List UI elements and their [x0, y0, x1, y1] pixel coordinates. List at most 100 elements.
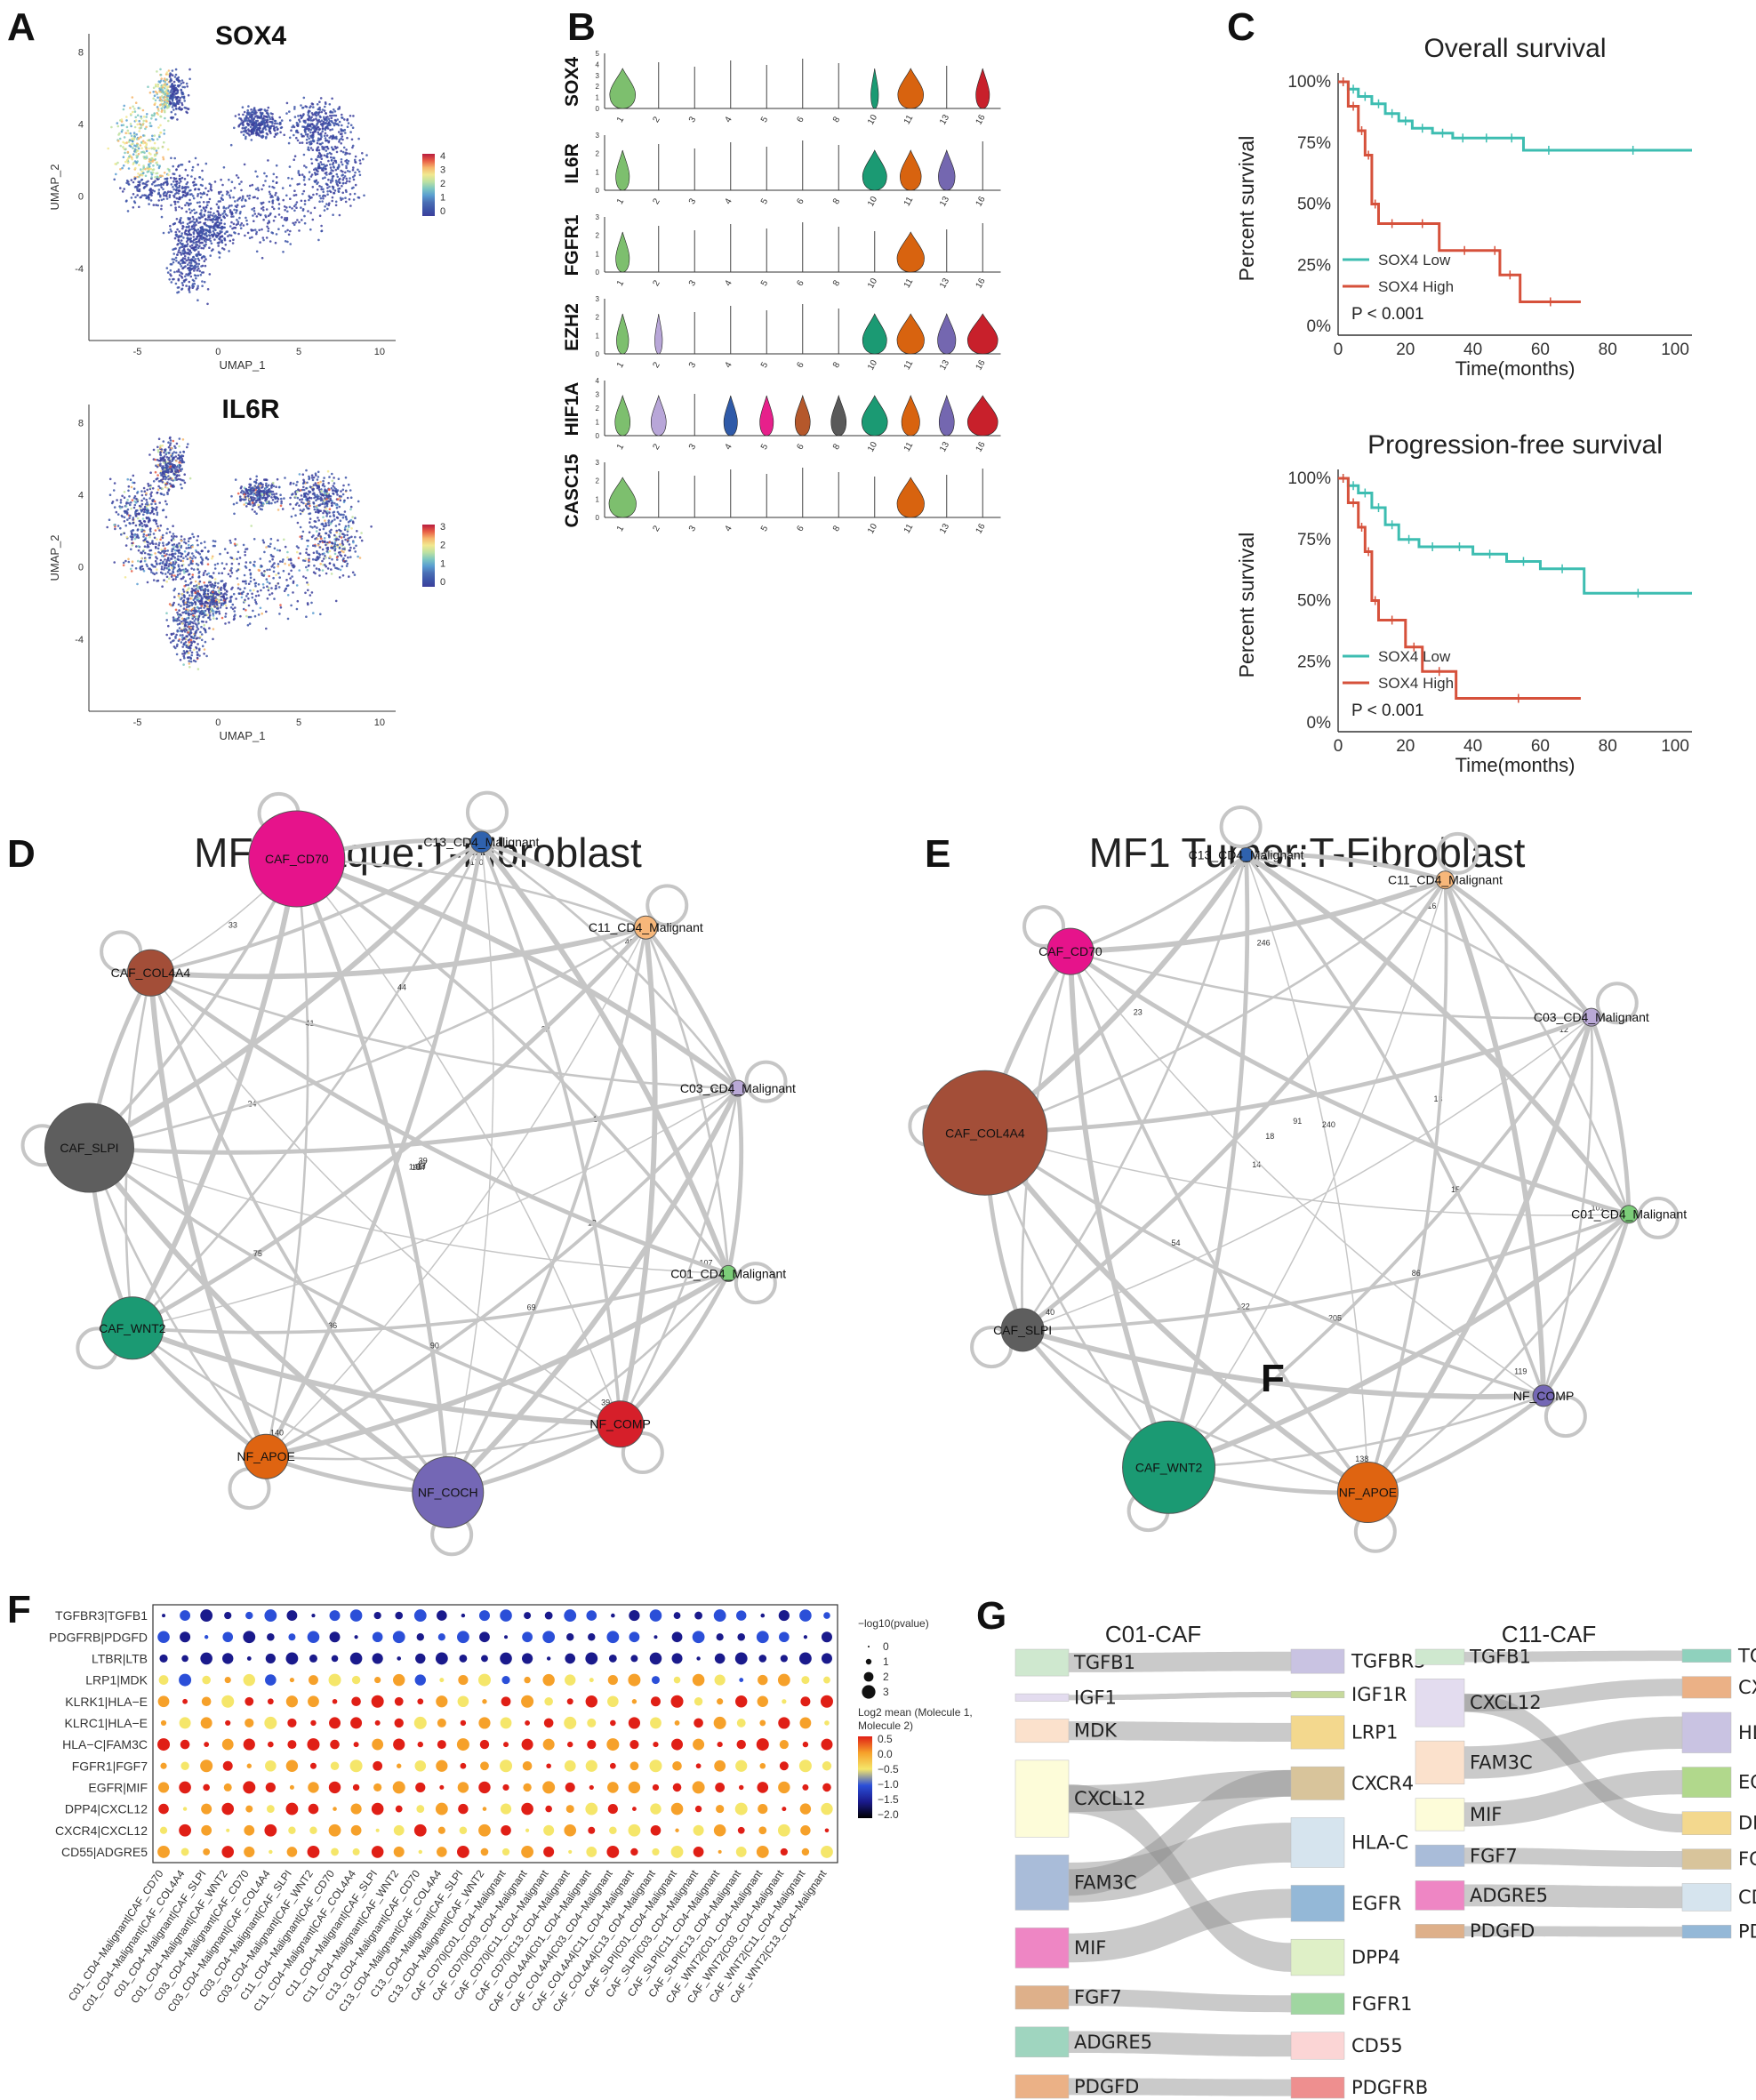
umap-point — [275, 125, 278, 129]
umap-point — [269, 213, 272, 216]
umap-point — [316, 126, 319, 129]
umap-point — [302, 189, 306, 193]
umap-point — [294, 495, 297, 498]
umap-point — [273, 135, 277, 139]
umap-point — [332, 511, 335, 514]
umap-point — [181, 249, 184, 252]
umap-point — [255, 232, 258, 236]
umap-point — [183, 250, 187, 253]
umap-point — [181, 245, 184, 249]
umap-point — [156, 527, 160, 530]
umap-point — [261, 111, 264, 115]
umap-point — [149, 530, 152, 533]
umap-point — [317, 504, 320, 507]
umap-point — [328, 172, 331, 175]
umap-point — [346, 496, 349, 500]
umap-point — [342, 513, 345, 517]
umap-point — [192, 246, 196, 250]
umap-point — [284, 240, 287, 243]
umap-point — [324, 501, 327, 505]
umap-point — [325, 134, 329, 137]
umap-point — [161, 481, 164, 484]
umap-point — [334, 114, 338, 117]
umap-point — [159, 195, 162, 198]
umap-point — [173, 203, 177, 205]
umap-point — [284, 477, 286, 479]
umap-point — [343, 175, 347, 178]
umap-y-tick: 0 — [78, 563, 84, 573]
umap-point — [309, 228, 312, 231]
umap-point — [159, 558, 163, 562]
umap-point — [279, 604, 282, 606]
umap-point — [203, 648, 206, 651]
umap-point — [142, 116, 146, 118]
umap-point — [172, 543, 176, 546]
umap-point — [310, 162, 314, 165]
umap-point — [114, 163, 116, 165]
umap-point — [210, 585, 212, 589]
umap-point — [188, 237, 190, 240]
umap-point — [259, 241, 261, 244]
umap-point — [119, 499, 123, 501]
umap-point — [306, 124, 309, 127]
umap-point — [326, 469, 330, 473]
umap-point — [303, 214, 306, 218]
umap-point — [174, 549, 177, 552]
umap-point — [169, 269, 172, 272]
umap-point — [323, 134, 326, 137]
umap-point — [289, 483, 292, 485]
umap-point — [179, 459, 181, 462]
umap-point — [321, 559, 324, 563]
umap-point — [311, 126, 314, 130]
umap-point — [337, 567, 340, 571]
umap-point — [209, 239, 212, 243]
umap-point — [184, 641, 188, 644]
umap-point — [116, 525, 120, 527]
umap-point — [132, 161, 135, 164]
umap-point — [314, 130, 317, 133]
umap-point — [215, 607, 219, 610]
umap-point — [296, 521, 300, 525]
umap-point — [326, 190, 329, 193]
umap-point — [302, 488, 306, 492]
umap-point — [155, 149, 158, 152]
umap-point — [198, 205, 201, 208]
umap-point — [133, 150, 136, 153]
umap-point — [262, 541, 266, 544]
umap-point — [174, 177, 178, 180]
umap-point — [181, 185, 184, 188]
umap-point — [305, 469, 308, 472]
umap-point — [296, 131, 300, 134]
umap-point — [204, 640, 207, 644]
umap-point — [286, 556, 289, 559]
umap-point — [306, 481, 309, 485]
umap-point — [188, 244, 192, 248]
umap-point — [311, 557, 315, 561]
umap-point — [354, 517, 357, 519]
umap-point — [277, 509, 280, 511]
umap-point — [188, 198, 191, 202]
umap-point — [247, 105, 250, 108]
umap-point — [217, 212, 221, 215]
umap-point — [178, 627, 181, 629]
umap-point — [345, 177, 349, 180]
umap-point — [295, 201, 299, 204]
umap-point — [174, 608, 178, 612]
umap-point — [162, 91, 165, 94]
umap-point — [222, 166, 226, 169]
umap-point — [122, 164, 125, 167]
umap-point — [170, 553, 173, 557]
umap-point — [164, 554, 167, 557]
umap-point — [240, 122, 243, 124]
umap-point — [156, 525, 159, 528]
umap-point — [206, 563, 210, 565]
umap-point — [339, 196, 342, 199]
umap-point — [171, 566, 173, 570]
umap-point — [225, 207, 228, 210]
umap-point — [206, 302, 209, 306]
umap-point — [290, 569, 293, 573]
umap-point — [293, 194, 296, 196]
umap-point — [289, 229, 292, 233]
umap-point — [309, 105, 312, 108]
umap-point — [183, 571, 186, 574]
